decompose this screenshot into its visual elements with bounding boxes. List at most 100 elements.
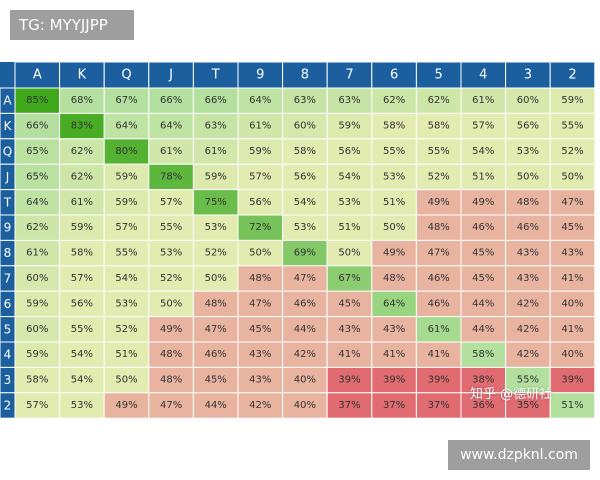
- heatmap-cell: [14, 316, 61, 343]
- heatmap-cell: [237, 138, 284, 165]
- heatmap-cell: [192, 239, 239, 267]
- heatmap-cell-label: 45%: [338, 298, 360, 309]
- heatmap-cell-label: 59%: [26, 298, 48, 309]
- heatmap-cell: [505, 290, 551, 318]
- heatmap-cell-label: 45%: [249, 324, 271, 335]
- heatmap-cell-label: 39%: [561, 375, 583, 386]
- column-header-label: A: [33, 68, 42, 83]
- column-header-cell: [237, 62, 284, 89]
- heatmap-cell-label: 61%: [428, 324, 450, 335]
- column-header-label: 5: [435, 68, 443, 83]
- heatmap-cell-label: 45%: [205, 375, 227, 386]
- heatmap-cell: [326, 112, 373, 140]
- heatmap-cell-label: 54%: [472, 146, 494, 157]
- heatmap-cell-label: 48%: [249, 273, 271, 284]
- heatmap-cell-label: 43%: [249, 375, 271, 386]
- column-header-cell: [460, 62, 507, 89]
- heatmap-cell-label: 52%: [428, 171, 450, 182]
- heatmap-cell: [326, 316, 373, 343]
- column-header-label: Q: [121, 68, 131, 83]
- column-header-cell: [148, 62, 194, 89]
- heatmap-cell-label: 61%: [160, 146, 182, 157]
- heatmap-cell-label: 46%: [517, 222, 539, 233]
- heatmap-cell-label: 56%: [249, 197, 271, 208]
- heatmap-cell: [415, 138, 462, 165]
- heatmap-cell-label: 52%: [205, 248, 227, 259]
- heatmap-cell: [460, 239, 507, 267]
- heatmap-cell-label: 59%: [205, 171, 227, 182]
- equity-heatmap: A K Q J T 9 8 7 6 5 4 3 2A 85% 68% 67% 66% 66% 64% 63% 63% 62…: [0, 62, 596, 418]
- row-header-label: 3: [4, 373, 12, 387]
- heatmap-cell-label: 56%: [71, 298, 93, 309]
- heatmap-cell: [326, 265, 373, 292]
- heatmap-cell-label: 47%: [561, 197, 583, 208]
- heatmap-cell: [505, 341, 551, 368]
- heatmap-cell: [371, 392, 417, 418]
- heatmap-cell-label: 62%: [71, 146, 93, 157]
- heatmap-cell-label: 56%: [294, 171, 316, 182]
- heatmap-cell-label: 65%: [26, 171, 48, 182]
- heatmap-cell-label: 83%: [71, 121, 93, 132]
- heatmap-cell: [148, 392, 194, 418]
- heatmap-cell: [549, 189, 596, 216]
- heatmap-cell-label: 39%: [428, 375, 450, 386]
- heatmap-cell-label: 42%: [517, 349, 539, 360]
- heatmap-cell-label: 39%: [383, 375, 405, 386]
- heatmap-cell-label: 53%: [205, 222, 227, 233]
- heatmap-cell: [326, 163, 373, 191]
- heatmap-cell-label: 69%: [294, 248, 316, 259]
- heatmap-cell-label: 49%: [160, 324, 182, 335]
- heatmap-cell-label: 54%: [71, 375, 93, 386]
- heatmap-cell: [103, 239, 150, 267]
- heatmap-cell: [326, 87, 373, 114]
- heatmap-cell-label: 50%: [561, 171, 583, 182]
- column-header-label: 2: [568, 68, 576, 83]
- website-label: www.dzpknl.com: [448, 440, 590, 470]
- heatmap-cell-label: 45%: [472, 248, 494, 259]
- heatmap-cell-label: 75%: [205, 197, 227, 208]
- heatmap-cell-label: 44%: [472, 298, 494, 309]
- heatmap-cell-label: 53%: [338, 197, 360, 208]
- heatmap-cell: [460, 163, 507, 191]
- heatmap-cell: [148, 189, 194, 216]
- heatmap-cell-label: 49%: [472, 197, 494, 208]
- heatmap-cell-label: 41%: [338, 349, 360, 360]
- heatmap-cell: [282, 265, 328, 292]
- heatmap-cell: [14, 290, 61, 318]
- heatmap-cell-label: 63%: [294, 95, 316, 106]
- column-header-cell: [326, 62, 373, 89]
- heatmap-cell: [282, 163, 328, 191]
- heatmap-cell: [14, 112, 61, 140]
- heatmap-cell-label: 46%: [205, 349, 227, 360]
- heatmap-cell-label: 47%: [294, 273, 316, 284]
- column-header-label: T: [211, 68, 220, 83]
- heatmap-cell-label: 67%: [338, 273, 360, 284]
- heatmap-cell: [415, 189, 462, 216]
- heatmap-cell-label: 43%: [338, 324, 360, 335]
- heatmap-cell-label: 51%: [338, 222, 360, 233]
- row-header-label: J: [5, 170, 10, 184]
- heatmap-cell-label: 43%: [249, 349, 271, 360]
- heatmap-cell-label: 62%: [26, 222, 48, 233]
- heatmap-cell: [14, 189, 61, 216]
- heatmap-cell-label: 42%: [294, 349, 316, 360]
- heatmap-cell: [549, 290, 596, 318]
- heatmap-cell: [415, 366, 462, 394]
- heatmap-cell: [192, 87, 239, 114]
- heatmap-cell-label: 55%: [71, 324, 93, 335]
- heatmap-cell: [148, 366, 194, 394]
- heatmap-cell-label: 50%: [205, 273, 227, 284]
- heatmap-cell-label: 46%: [472, 222, 494, 233]
- column-header-label: 3: [524, 68, 532, 83]
- heatmap-cell-label: 59%: [26, 349, 48, 360]
- heatmap-cell: [326, 189, 373, 216]
- heatmap-cell-label: 54%: [71, 349, 93, 360]
- heatmap-cell: [148, 112, 194, 140]
- heatmap-cell-label: 55%: [517, 375, 539, 386]
- column-header-label: 4: [479, 68, 487, 83]
- heatmap-cell: [237, 265, 284, 292]
- heatmap-cell-label: 61%: [249, 121, 271, 132]
- heatmap-cell-label: 43%: [517, 273, 539, 284]
- heatmap-cell-label: 48%: [428, 222, 450, 233]
- heatmap-cell-label: 49%: [428, 197, 450, 208]
